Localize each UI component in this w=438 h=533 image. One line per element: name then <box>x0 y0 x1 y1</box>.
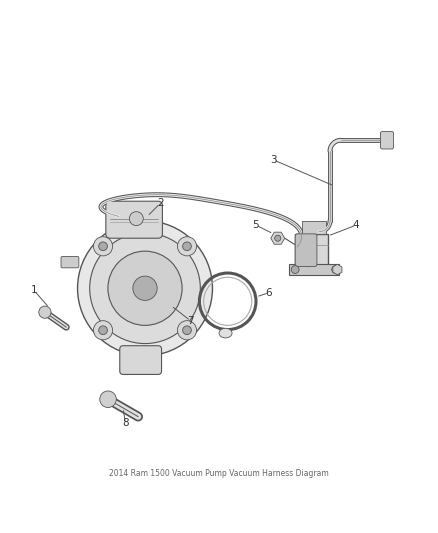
FancyBboxPatch shape <box>295 234 328 266</box>
Circle shape <box>108 251 182 325</box>
Circle shape <box>183 326 191 335</box>
Text: 8: 8 <box>122 418 129 428</box>
Ellipse shape <box>219 328 232 338</box>
Circle shape <box>133 276 157 301</box>
FancyBboxPatch shape <box>381 132 393 149</box>
Circle shape <box>291 265 299 273</box>
Text: 4: 4 <box>353 220 360 230</box>
Text: 2: 2 <box>157 198 163 208</box>
Circle shape <box>78 221 212 356</box>
Text: 6: 6 <box>266 288 272 297</box>
Circle shape <box>177 237 197 256</box>
Circle shape <box>332 265 339 273</box>
Circle shape <box>99 326 107 335</box>
FancyBboxPatch shape <box>106 201 162 238</box>
FancyBboxPatch shape <box>61 256 79 268</box>
Circle shape <box>93 321 113 340</box>
Text: 2014 Ram 1500 Vacuum Pump Vacuum Harness Diagram: 2014 Ram 1500 Vacuum Pump Vacuum Harness… <box>109 469 329 478</box>
Text: 5: 5 <box>253 220 259 230</box>
Circle shape <box>129 212 143 225</box>
FancyBboxPatch shape <box>302 221 325 234</box>
Circle shape <box>90 233 200 344</box>
Circle shape <box>100 391 116 408</box>
Circle shape <box>177 321 197 340</box>
Text: 7: 7 <box>187 316 194 326</box>
Circle shape <box>99 242 107 251</box>
FancyBboxPatch shape <box>295 234 317 266</box>
Circle shape <box>275 235 281 241</box>
FancyBboxPatch shape <box>289 264 339 275</box>
FancyBboxPatch shape <box>120 346 162 375</box>
Text: 3: 3 <box>270 155 277 165</box>
Circle shape <box>93 237 113 256</box>
Circle shape <box>39 306 51 318</box>
Circle shape <box>183 242 191 251</box>
Text: 1: 1 <box>31 286 37 295</box>
